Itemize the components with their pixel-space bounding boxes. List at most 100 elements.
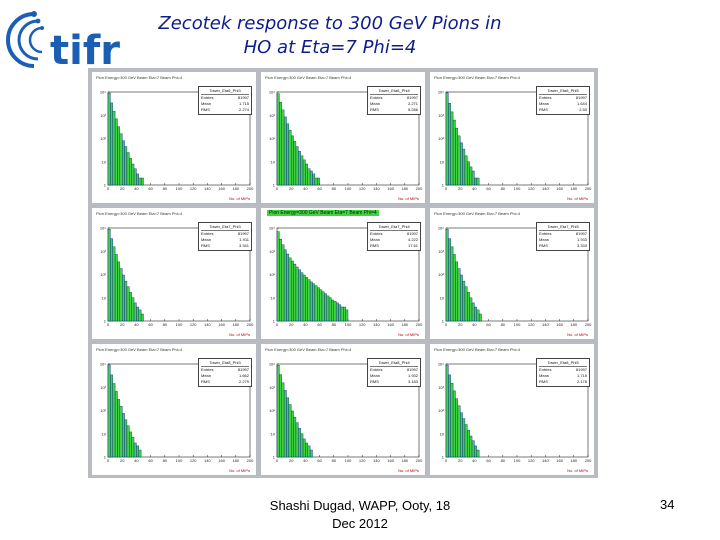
histogram-bar xyxy=(298,269,301,322)
histogram-bar xyxy=(300,155,304,186)
x-tick-label: 180 xyxy=(232,458,239,463)
y-tick-label: 10³ xyxy=(438,385,444,390)
histogram-panel: 1 10 10² 10³ 10⁴ 0 20 40 60 80 100 120 140 160 180 200 P… xyxy=(92,72,256,203)
histogram-bar xyxy=(462,280,466,322)
y-tick-label: 10 xyxy=(271,431,276,436)
page-title: Zecotek response to 300 GeV Pions in HO … xyxy=(120,12,540,60)
x-tick-label: 40 xyxy=(303,186,308,191)
histogram-plot: 1 10 10² 10³ 10⁴ 0 20 40 60 80 100 120 140 160 180 200 xyxy=(438,362,592,464)
x-tick-label: 180 xyxy=(232,186,239,191)
histogram-bar xyxy=(133,302,137,322)
histogram-bar xyxy=(469,297,473,322)
x-tick-label: 20 xyxy=(458,186,463,191)
stats-row: RMS 2.279 xyxy=(201,379,249,385)
stats-value: 1.715 xyxy=(238,101,249,106)
histogram-bar xyxy=(276,93,280,186)
x-tick-label: 60 xyxy=(317,186,322,191)
stats-key: RMS xyxy=(201,107,210,112)
x-tick-label: 60 xyxy=(486,322,491,327)
histogram-plot: 1 10 10² 10³ 10⁴ 0 20 40 60 80 100 120 140 160 180 200 xyxy=(100,362,254,464)
histogram-bar xyxy=(307,279,311,322)
y-tick-label: 10⁴ xyxy=(438,90,444,95)
x-tick-label: 140 xyxy=(542,458,549,463)
histogram-bar xyxy=(119,268,123,322)
histogram-bar xyxy=(450,246,454,322)
x-tick-label: 180 xyxy=(570,186,577,191)
x-tick-label: 180 xyxy=(401,322,408,327)
histogram-plot: 1 10 10² 10³ 10⁴ 0 20 40 60 80 100 120 140 160 180 200 xyxy=(269,362,423,464)
stats-row: Mean 1.662 xyxy=(201,373,249,379)
x-tick-label: 60 xyxy=(317,322,322,327)
histogram-bar xyxy=(279,238,282,322)
x-axis-title: No. of MIPs xyxy=(398,468,419,473)
y-tick-label: 10² xyxy=(100,136,106,141)
histogram-bar xyxy=(452,119,456,186)
x-tick-label: 0 xyxy=(445,186,448,191)
x-tick-label: 160 xyxy=(218,458,225,463)
x-tick-label: 200 xyxy=(247,322,254,327)
stats-value: 2.274 xyxy=(238,107,249,112)
histogram-bar xyxy=(448,102,451,186)
x-tick-label: 100 xyxy=(176,322,183,327)
histogram-bar xyxy=(300,433,304,458)
histogram-bar xyxy=(281,382,285,458)
stats-key: Entries xyxy=(201,231,214,236)
x-tick-label: 180 xyxy=(401,186,408,191)
histogram-bar xyxy=(293,263,297,322)
histogram-bar xyxy=(124,280,128,322)
x-tick-label: 140 xyxy=(204,322,211,327)
histogram-bar xyxy=(131,163,135,186)
x-tick-label: 180 xyxy=(232,322,239,327)
stats-title: Tower_Eta8_Phi4 xyxy=(370,360,418,367)
y-tick-label: 10³ xyxy=(269,249,275,254)
stats-key: Entries xyxy=(201,367,214,372)
histogram-bar xyxy=(136,173,139,186)
stats-value: 3.341 xyxy=(238,243,249,248)
x-tick-label: 40 xyxy=(472,458,477,463)
stats-box: Tower_Eta7_Phi5 Entries 81997 Mean 1.933 RMS 3… xyxy=(536,222,590,251)
x-tick-label: 100 xyxy=(345,322,352,327)
stats-row: RMS 2.274 xyxy=(201,107,249,113)
histogram-bar xyxy=(467,430,470,458)
stats-row: RMS 3.333 xyxy=(539,243,587,249)
stats-value: 1.911 xyxy=(239,237,249,242)
histogram-bar xyxy=(309,170,313,186)
x-tick-label: 160 xyxy=(387,322,394,327)
x-tick-label: 140 xyxy=(542,322,549,327)
x-tick-label: 0 xyxy=(107,322,110,327)
histogram-bar xyxy=(326,295,330,322)
histogram-bar xyxy=(460,274,463,322)
x-tick-label: 40 xyxy=(472,186,477,191)
histogram-bar xyxy=(343,306,346,322)
histogram-bar xyxy=(455,127,459,186)
histogram-bar xyxy=(107,92,111,186)
histogram-bar xyxy=(317,287,320,322)
histogram-plot: 1 10 10² 10³ 10⁴ 0 20 40 60 80 100 120 140 160 180 200 xyxy=(100,90,254,192)
histogram-bar xyxy=(117,261,121,322)
histogram-bar xyxy=(319,289,323,322)
stats-value: 2.271 xyxy=(407,101,418,106)
x-axis-title: No. of MIPs xyxy=(398,196,419,201)
x-tick-label: 80 xyxy=(163,458,168,463)
histogram-bar xyxy=(293,141,297,186)
x-tick-label: 20 xyxy=(289,322,294,327)
x-tick-label: 40 xyxy=(134,458,139,463)
stats-key: Entries xyxy=(370,231,383,236)
histogram-bar xyxy=(114,254,118,322)
histogram-bar xyxy=(124,146,128,186)
histogram-bar xyxy=(276,365,280,458)
histogram-bar xyxy=(455,261,459,322)
x-tick-label: 120 xyxy=(190,186,197,191)
histogram-bar xyxy=(335,302,339,322)
histogram-bar xyxy=(302,159,306,186)
stats-key: RMS xyxy=(539,107,548,112)
stats-row: Mean 4.222 xyxy=(370,237,418,243)
histogram-header: Pion Energy=300 GeV Beam Eta=7 Beam Phi=… xyxy=(96,211,183,216)
histogram-bar xyxy=(469,435,473,458)
y-tick-label: 10⁴ xyxy=(100,226,106,231)
y-tick-label: 10 xyxy=(102,295,107,300)
y-tick-label: 1 xyxy=(273,455,276,460)
x-axis-title: No. of MIPs xyxy=(567,196,588,201)
histogram-bar xyxy=(448,238,451,322)
stats-value: 1.662 xyxy=(238,373,249,378)
